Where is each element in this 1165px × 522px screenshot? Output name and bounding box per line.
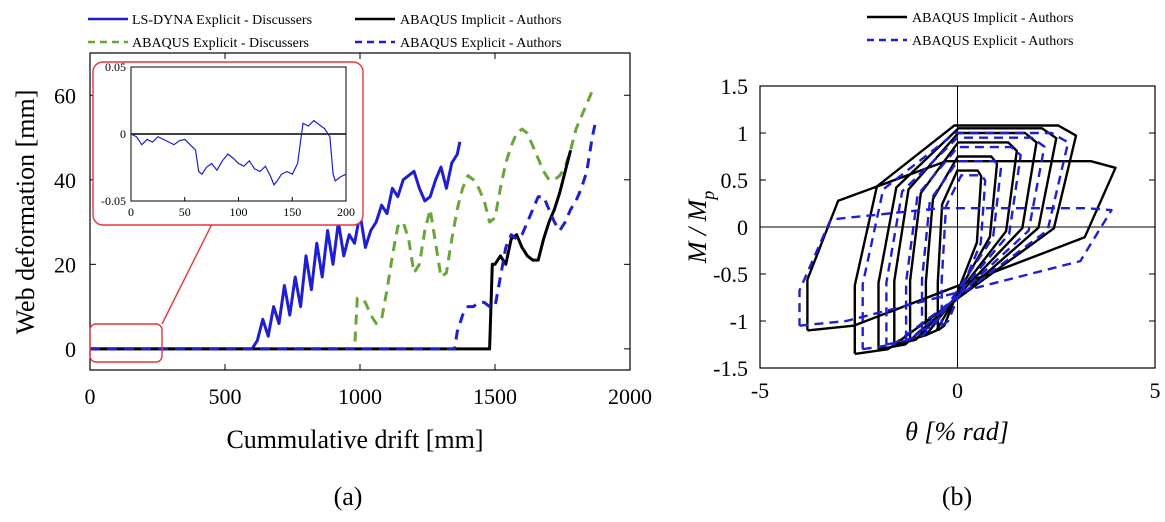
chart-a-ytick-label-60: 60 [54,83,76,108]
legend-label-abaqus-explicit-discussers: ABAQUS Explicit - Discussers [132,36,309,51]
chart-a-ytick-label-0: 0 [65,337,76,362]
chart-a-ytick-label-40: 40 [54,168,76,193]
chart-b-ytick-label-1: 1 [737,121,748,146]
chart-a-xtick-label-2000: 2000 [608,384,652,409]
chart-b-ylabel-subscript: p [698,191,718,202]
legend-label-ls-dyna-explicit-discussers: LS-DYNA Explicit - Discussers [132,13,312,28]
inset-ytick-label-0-05: 0.05 [105,60,126,74]
inset-series-line [130,119,347,187]
chart-b-xtick-label-5: 5 [1150,378,1161,403]
chart-a-legend: LS-DYNA Explicit - Discussers ABAQUS Exp… [88,13,561,51]
chart-a-ytick-label-20: 20 [54,252,76,277]
chart-b-legend: ABAQUS Implicit - Authors ABAQUS Explici… [867,11,1073,49]
chart-b-loop-abaqus-explicit-authors-1 [920,160,1003,332]
chart-b-ytick-label-0-5: -0.5 [713,262,748,287]
chart-b-loop-abaqus-explicit-authors-3 [885,136,1046,346]
caption-a: (a) [334,482,363,511]
chart-a-xtick-label-500: 500 [209,384,242,409]
chart-a-series-abaqus-implicit-authors [90,149,573,351]
chart-b-ytick-label-1-5: 1.5 [721,74,749,99]
inset-xtick-label-0: 0 [128,205,134,219]
chart-b-ytick-label-0: 0 [737,215,748,240]
chart-a-series-ls-dyna-explicit-discussers [90,141,462,351]
chart-b-xlabel: θ [% rad] [905,417,1009,446]
inset-ytick-label-0-05: -0.05 [101,194,126,208]
inset-xtick-label-150: 150 [283,205,301,219]
legend-b-label-abaqus-implicit-authors: ABAQUS Implicit - Authors [912,11,1073,26]
chart-a-xtick-label-1000: 1000 [338,384,382,409]
legend-label-abaqus-explicit-authors: ABAQUS Explicit - Authors [400,36,561,51]
chart-b-ytick-label-1-5: -1.5 [713,356,748,381]
chart-a-series-abaqus-explicit-discussers [90,89,595,351]
chart-b-ylabel: M / Mp [683,191,718,265]
chart-a-ylabel: Web deformation [mm] [11,90,40,335]
chart-b: -5 0 51.510.50-0.5-1-1.5 θ [% rad] M / Mp … [683,11,1161,446]
inset-ytick-label-0: 0 [120,127,126,141]
chart-b-loop-abaqus-explicit-authors-4 [861,131,1070,351]
chart-b-loop-abaqus-explicit-authors-5 [798,207,1113,327]
chart-b-xtick-label-5: -5 [751,378,769,403]
inset-chart: 0 50 100 150 2000.050-0.05 [92,60,364,226]
chart-b-ylabel-group: M / Mp [683,191,718,265]
inset-xtick-label-100: 100 [230,205,248,219]
chart-a-xtick-label-0: 0 [85,384,96,409]
caption-b: (b) [942,482,972,511]
inset-xtick-label-50: 50 [179,205,191,219]
chart-a-xtick-label-1500: 1500 [473,384,517,409]
chart-a-series-abaqus-explicit-authors [90,124,597,351]
chart-b-loop-abaqus-implicit-authors-6 [806,160,1117,332]
chart-b-xtick-label-0: 0 [952,378,963,403]
legend-b-label-abaqus-explicit-authors: ABAQUS Explicit - Authors [912,34,1073,49]
chart-a-xlabel: Cummulative drift [mm] [226,425,483,454]
chart-b-ytick-label-0-5: 0.5 [721,168,749,193]
inset-xtick-label-200: 200 [337,205,355,219]
zoom-region-box [89,323,163,363]
legend-label-abaqus-implicit-authors: ABAQUS Implicit - Authors [400,13,561,28]
chart-b-ytick-label-1: -1 [730,309,748,334]
